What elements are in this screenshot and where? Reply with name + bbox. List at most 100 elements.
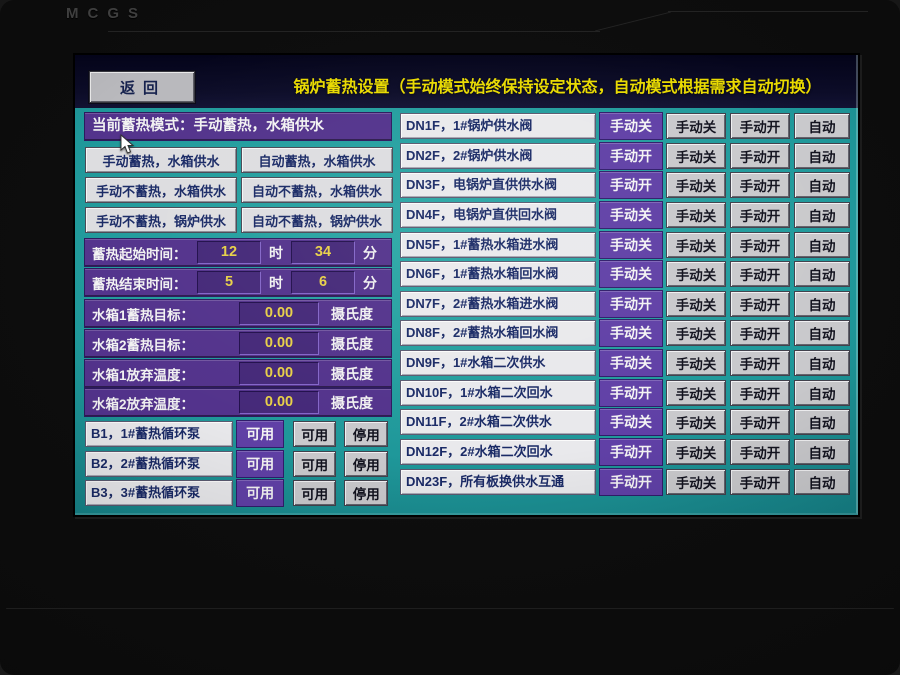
valve-auto-button[interactable]: 自动 (794, 113, 850, 139)
bezel-mold-line (668, 11, 868, 12)
valve-open-button[interactable]: 手动开 (730, 172, 790, 199)
valve-close-button[interactable]: 手动关 (666, 201, 726, 228)
back-button[interactable]: 返回 (89, 71, 195, 103)
valve-open-button[interactable]: 手动开 (730, 468, 790, 495)
valve-status: 手动开 (600, 290, 662, 317)
valve-name-label: DN6F，1#蓄热水箱回水阀 (400, 261, 596, 288)
valve-close-button[interactable]: 手动关 (666, 231, 726, 258)
valve-close-button[interactable]: 手动关 (666, 142, 726, 169)
valve-open-button[interactable]: 手动开 (730, 379, 790, 406)
minute-unit-label: 分 (363, 274, 377, 291)
page-title: 锅炉蓄热设置（手动模式始终保持设定状态，自动模式根据需求自动切换） (293, 79, 822, 96)
valve-status: 手动开 (600, 142, 662, 169)
valve-open-button[interactable]: 手动开 (730, 261, 790, 288)
valve-auto-button[interactable]: 自动 (794, 261, 850, 288)
mode-auto-storage-tank-button[interactable]: 自动蓄热，水箱供水 (241, 147, 393, 173)
pump-name-label: B1，1#蓄热循环泵 (85, 421, 234, 447)
valve-name-label: DN7F，2#蓄热水箱进水阀 (400, 290, 596, 317)
pump-disable-button[interactable]: 停用 (344, 480, 388, 506)
hour-unit-label: 时 (269, 274, 283, 291)
valve-close-button[interactable]: 手动关 (666, 261, 726, 288)
tank1-abort-row: 水箱1放弃温度： 0.00 摄氏度 (85, 360, 391, 387)
pump-name-label: B2，2#蓄热循环泵 (85, 451, 234, 477)
pump-row: B3，3#蓄热循环泵 可用 可用 停用 (85, 480, 396, 506)
valve-close-button[interactable]: 手动关 (666, 439, 726, 466)
valve-status: 手动关 (600, 231, 662, 258)
start-hour-field[interactable]: 12 (197, 241, 261, 264)
valve-open-button[interactable]: 手动开 (730, 142, 790, 169)
brand-logo: MCGS (66, 5, 147, 22)
valve-auto-button[interactable]: 自动 (794, 379, 850, 406)
pump-enable-button[interactable]: 可用 (292, 480, 337, 506)
pump-row: B2，2#蓄热循环泵 可用 可用 停用 (85, 451, 396, 477)
valve-close-button[interactable]: 手动关 (666, 468, 726, 495)
valve-auto-button[interactable]: 自动 (794, 172, 850, 199)
valve-close-button[interactable]: 手动关 (666, 350, 726, 377)
hour-unit-label: 时 (269, 244, 283, 261)
start-minute-field[interactable]: 34 (291, 241, 355, 264)
valve-close-button[interactable]: 手动关 (666, 172, 726, 199)
pump-enable-button[interactable]: 可用 (292, 421, 337, 447)
valve-name-label: DN5F，1#蓄热水箱进水阀 (400, 231, 596, 258)
valve-close-button[interactable]: 手动关 (666, 409, 726, 436)
valve-open-button[interactable]: 手动开 (730, 201, 790, 228)
valve-auto-button[interactable]: 自动 (794, 320, 850, 347)
title-bar: 返回 锅炉蓄热设置（手动模式始终保持设定状态，自动模式根据需求自动切换） (75, 55, 858, 108)
valve-open-button[interactable]: 手动开 (730, 290, 790, 317)
valve-open-button[interactable]: 手动开 (730, 350, 790, 377)
storage-start-time-row: 蓄热起始时间： 12 时 34 分 (85, 239, 391, 266)
celsius-unit-label: 摄氏度 (331, 394, 373, 411)
tank1-target-field[interactable]: 0.00 (239, 302, 319, 325)
start-time-label: 蓄热起始时间： (92, 246, 187, 262)
valve-open-button[interactable]: 手动开 (730, 231, 790, 258)
end-hour-field[interactable]: 5 (197, 271, 261, 294)
valve-name-label: DN8F，2#蓄热水箱回水阀 (400, 320, 596, 347)
tank1-abort-field[interactable]: 0.00 (239, 362, 319, 385)
tank2-abort-field[interactable]: 0.00 (239, 391, 319, 414)
valve-auto-button[interactable]: 自动 (794, 409, 850, 436)
bezel-mold-line (6, 608, 894, 609)
tank1-abort-label: 水箱1放弃温度： (92, 367, 195, 383)
pump-status: 可用 (237, 480, 283, 506)
valve-name-label: DN2F，2#锅炉供水阀 (400, 142, 596, 169)
valve-name-label: DN1F，1#锅炉供水阀 (400, 113, 596, 139)
valve-auto-button[interactable]: 自动 (794, 439, 850, 466)
valve-close-button[interactable]: 手动关 (666, 379, 726, 406)
pump-status: 可用 (237, 421, 283, 447)
pump-disable-button[interactable]: 停用 (344, 421, 388, 447)
valve-open-button[interactable]: 手动开 (730, 320, 790, 347)
pump-disable-button[interactable]: 停用 (344, 451, 388, 477)
valve-name-label: DN12F，2#水箱二次回水 (400, 439, 596, 466)
valve-auto-button[interactable]: 自动 (794, 350, 850, 377)
valve-control-grid: DN1F，1#锅炉供水阀 手动关 手动关 手动开 自动 DN2F，2#锅炉供水阀… (400, 113, 850, 495)
valve-auto-button[interactable]: 自动 (794, 201, 850, 228)
mode-auto-nostorage-boiler-button[interactable]: 自动不蓄热，锅炉供水 (241, 207, 393, 233)
bezel-mold-line (108, 31, 600, 32)
tank2-target-row: 水箱2蓄热目标： 0.00 摄氏度 (85, 330, 391, 357)
celsius-unit-label: 摄氏度 (331, 365, 373, 382)
mode-manual-nostorage-tank-button[interactable]: 手动不蓄热，水箱供水 (85, 177, 237, 203)
valve-close-button[interactable]: 手动关 (666, 290, 726, 317)
mode-manual-nostorage-boiler-button[interactable]: 手动不蓄热，锅炉供水 (85, 207, 237, 233)
mode-manual-storage-tank-button[interactable]: 手动蓄热，水箱供水 (85, 147, 237, 173)
pump-enable-button[interactable]: 可用 (292, 451, 337, 477)
valve-open-button[interactable]: 手动开 (730, 409, 790, 436)
valve-open-button[interactable]: 手动开 (730, 439, 790, 466)
valve-open-button[interactable]: 手动开 (730, 113, 790, 139)
valve-auto-button[interactable]: 自动 (794, 468, 850, 495)
valve-auto-button[interactable]: 自动 (794, 231, 850, 258)
valve-status: 手动关 (600, 261, 662, 288)
touchscreen: 返回 锅炉蓄热设置（手动模式始终保持设定状态，自动模式根据需求自动切换） 当前蓄… (75, 55, 858, 515)
mode-auto-nostorage-tank-button[interactable]: 自动不蓄热，水箱供水 (241, 177, 393, 203)
valve-status: 手动关 (600, 113, 662, 139)
valve-close-button[interactable]: 手动关 (666, 113, 726, 139)
valve-auto-button[interactable]: 自动 (794, 290, 850, 317)
valve-close-button[interactable]: 手动关 (666, 320, 726, 347)
valve-auto-button[interactable]: 自动 (794, 142, 850, 169)
end-minute-field[interactable]: 6 (291, 271, 355, 294)
tank2-abort-row: 水箱2放弃温度： 0.00 摄氏度 (85, 389, 391, 416)
valve-name-label: DN10F，1#水箱二次回水 (400, 379, 596, 406)
tank2-target-field[interactable]: 0.00 (239, 332, 319, 355)
valve-status: 手动关 (600, 201, 662, 228)
